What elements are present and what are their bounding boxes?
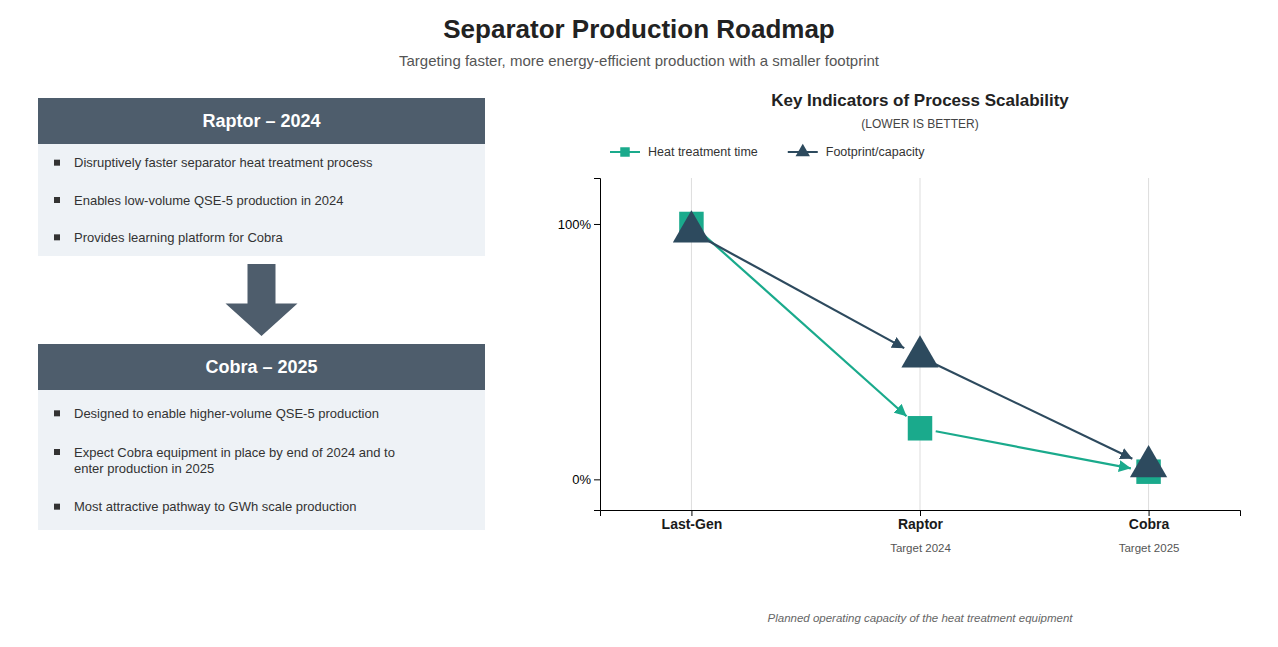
point (1130, 445, 1167, 477)
bullet-text: Provides learning platform for Cobra (74, 230, 284, 245)
tick: Raptor Target 2024 (890, 510, 951, 554)
tick-label: Last-Gen (662, 516, 723, 532)
panel-header (38, 98, 485, 144)
plot-marks (673, 210, 1167, 484)
bullet-text: Most attractive pathway to GWh scale pro… (74, 499, 357, 514)
tick-mark (594, 479, 600, 480)
arrow-segment (934, 364, 1132, 459)
y-axis: 0% 100% (558, 179, 601, 511)
legend-label: Heat treatment time (648, 145, 758, 159)
tick-sublabel: Target 2025 (1119, 542, 1180, 554)
bullet-text: Disruptively faster separator heat treat… (74, 155, 373, 170)
legend-item: Footprint/capacity (788, 144, 925, 160)
chart-page: Separator Production Roadmap Targeting fa… (0, 0, 1278, 647)
panel-body (38, 390, 485, 530)
bullet-text: Expect Cobra equipment in place by end o… (74, 445, 395, 476)
x-axis: Last-Gen Raptor Target 2024 Cobra Target 202… (601, 510, 1241, 554)
tick-label: Raptor (898, 516, 944, 532)
legend-swatch (796, 144, 810, 156)
panel: Cobra – 2025 Designed to enable higher-vo… (38, 344, 485, 530)
tick-label: 100% (558, 217, 592, 232)
legend-label: Footprint/capacity (826, 145, 925, 159)
flow-arrow (226, 264, 298, 336)
panel-title: Cobra – 2025 (205, 357, 317, 377)
page-subtitle: Targeting faster, more energy-efficient … (399, 52, 880, 69)
bullet-text: Designed to enable higher-volume QSE-5 p… (74, 406, 379, 421)
point (901, 335, 938, 367)
panel-body (38, 144, 485, 256)
grid (691, 178, 1148, 510)
bullet-marker (54, 449, 60, 455)
arrow-segment (703, 235, 906, 417)
tick-label: Cobra (1129, 516, 1170, 532)
legend-item: Heat treatment time (610, 145, 758, 159)
footnote: Planned operating capacity of the heat t… (768, 612, 1074, 624)
arrow-segment (936, 431, 1131, 468)
bullet-text: Enables low-volume QSE-5 production in 2… (74, 193, 344, 208)
tick: 0% (572, 472, 600, 487)
legend-swatch (620, 147, 629, 156)
tick-mark (594, 224, 600, 225)
legend: Heat treatment time Footprint/capacity (610, 144, 925, 160)
bullet-marker (54, 234, 60, 240)
panel-header (38, 344, 485, 390)
tick-label: 0% (572, 472, 591, 487)
panel: Raptor – 2024 Disruptively faster separat… (38, 98, 485, 256)
series (673, 210, 1167, 477)
chart-subtitle: (LOWER IS BETTER) (861, 117, 978, 131)
axis-line (594, 179, 601, 511)
tick: 100% (558, 217, 600, 232)
bullet-marker (54, 504, 60, 510)
point (908, 416, 932, 440)
chart-title: Key Indicators of Process Scalability (771, 91, 1069, 110)
bullet-marker (54, 410, 60, 416)
panel-title: Raptor – 2024 (202, 111, 320, 131)
tick: Last-Gen (662, 510, 723, 532)
bullet-marker (54, 160, 60, 166)
series (679, 212, 1161, 484)
tick: Cobra Target 2025 (1119, 510, 1180, 554)
arrow-segment (705, 239, 904, 348)
tick-sublabel: Target 2024 (890, 542, 951, 554)
bullet-marker (54, 197, 60, 203)
point (673, 210, 710, 242)
page-title: Separator Production Roadmap (443, 14, 835, 44)
